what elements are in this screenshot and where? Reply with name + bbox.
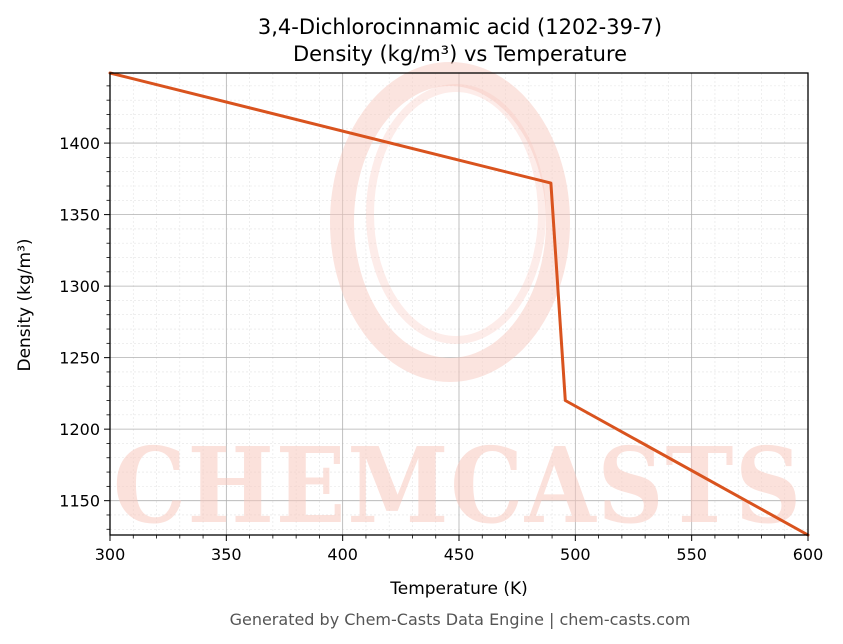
x-tick-label: 600 — [793, 545, 824, 564]
x-tick-label: 450 — [444, 545, 475, 564]
y-tick-label: 1350 — [59, 206, 100, 225]
y-tick-label: 1250 — [59, 349, 100, 368]
x-axis-label: Temperature (K) — [389, 579, 528, 599]
y-axis-label: Density (kg/m³) — [15, 238, 35, 371]
x-tick-label: 350 — [211, 545, 242, 564]
x-tick-label: 300 — [95, 545, 126, 564]
density-series-line — [108, 71, 810, 537]
y-tick-label: 1400 — [59, 134, 100, 153]
x-tick-label: 500 — [560, 545, 591, 564]
y-tick-label: 1200 — [59, 420, 100, 439]
footer-credit: Generated by Chem-Casts Data Engine | ch… — [230, 610, 691, 629]
chemcasts-watermark-logo: CHEMCASTS — [113, 62, 803, 547]
chart-title: 3,4-Dichlorocinnamic acid (1202-39-7) — [258, 15, 662, 39]
y-tick-label: 1300 — [59, 277, 100, 296]
y-axis-ticks: 1150 1200 1250 1300 1350 1400 — [59, 85, 110, 530]
watermark-ring-inner — [366, 84, 546, 344]
x-tick-label: 400 — [327, 545, 358, 564]
series-layer — [108, 71, 810, 537]
watermark-text: CHEMCASTS — [113, 424, 803, 547]
x-tick-label: 550 — [676, 545, 707, 564]
x-axis-ticks: 300 350 400 450 500 550 600 — [95, 535, 824, 564]
chart-subtitle: Density (kg/m³) vs Temperature — [293, 42, 627, 66]
y-tick-label: 1150 — [59, 492, 100, 511]
watermark-ring — [330, 62, 570, 382]
